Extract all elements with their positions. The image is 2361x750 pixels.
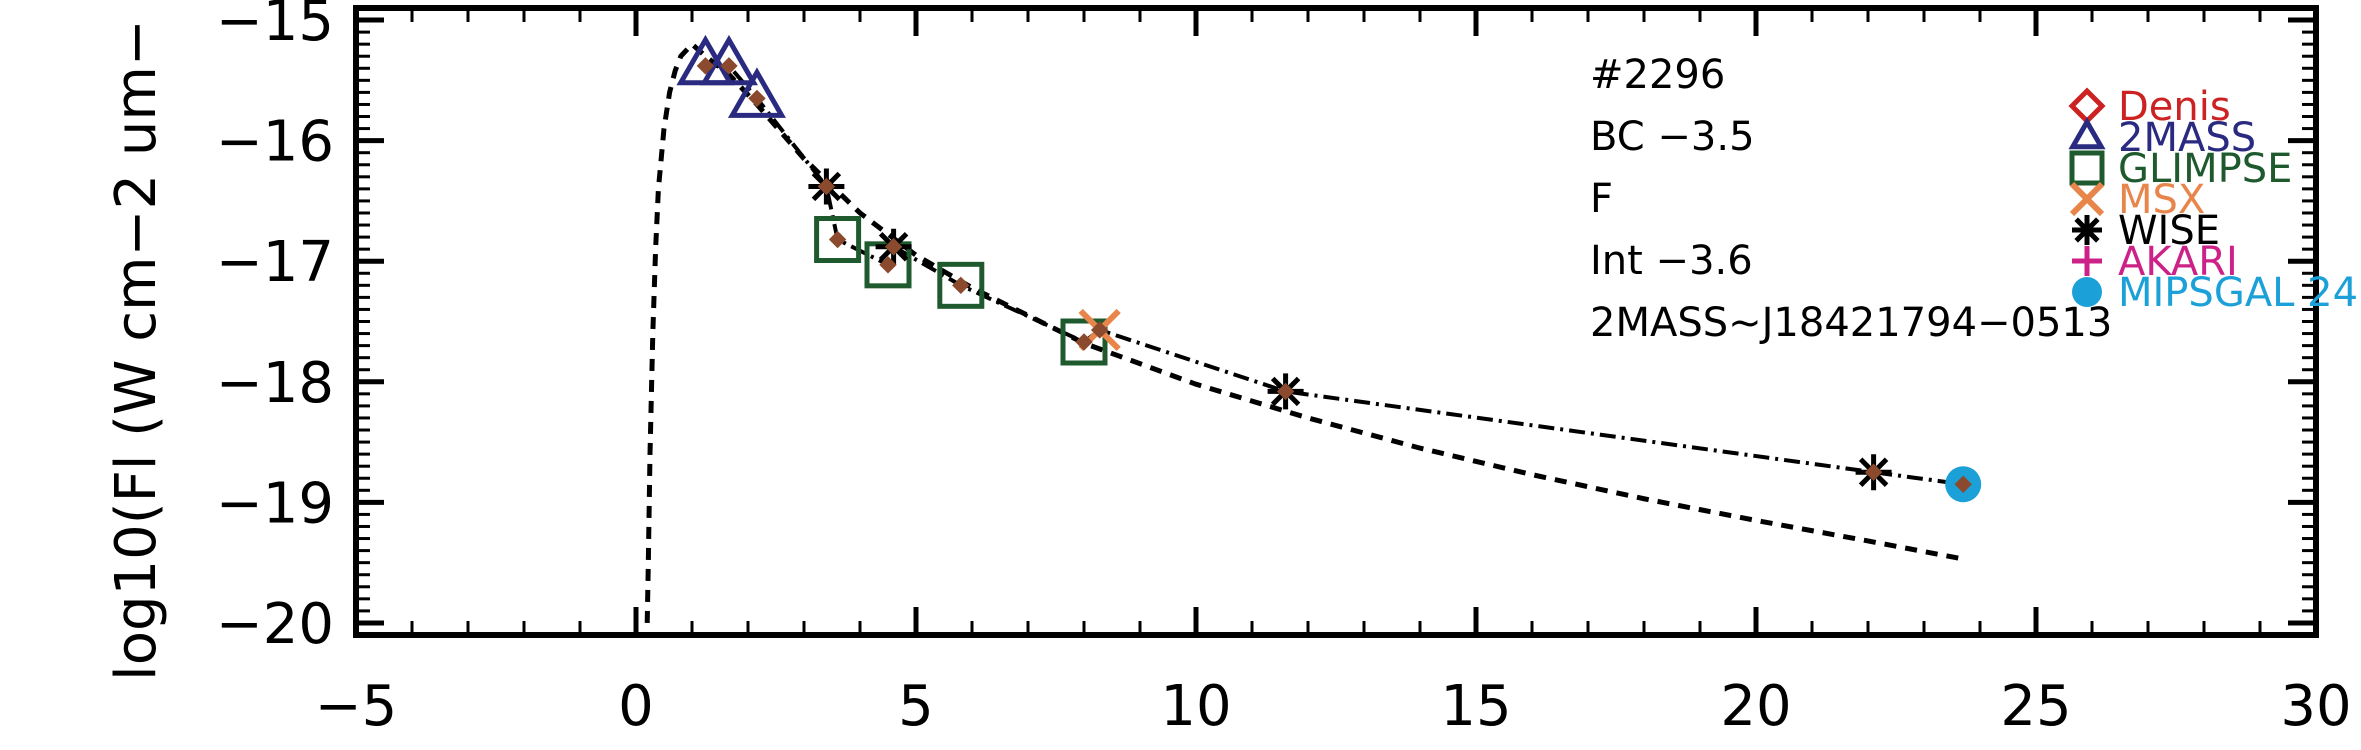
data-markers <box>676 34 1982 503</box>
x-tick-label: −5 <box>315 674 398 739</box>
flux-point <box>1864 463 1883 481</box>
flux-point <box>720 57 738 75</box>
flux-point <box>1090 321 1109 339</box>
x-tick-label: 10 <box>1160 674 1231 739</box>
sed-line <box>705 63 1964 487</box>
legend-akari-label: AKARI <box>2118 239 2238 285</box>
glimpse-marker <box>814 216 862 264</box>
x-tick-label: 5 <box>898 674 934 739</box>
y-tick-label: −18 <box>216 351 334 416</box>
flux-point <box>879 256 897 274</box>
flux-points <box>696 57 1972 493</box>
y-axis: −20 −19 −18 −17 −16 −15 <box>216 0 2316 657</box>
flux-point <box>817 177 836 196</box>
legend-glimpse-icon <box>2069 150 2105 186</box>
annotations: #2296 BC −3.5 F Int −3.6 2MASS~J18421794−051… <box>1590 52 2112 346</box>
y-tick-label: −20 <box>216 592 334 657</box>
flux-point <box>828 230 847 249</box>
annotation-line: Int −3.6 <box>1590 238 1753 284</box>
flux-point <box>1276 382 1295 401</box>
x-axis: −5 0 5 10 15 20 25 30 <box>315 8 2352 739</box>
flux-point <box>696 57 715 75</box>
legend-denis-label: Denis <box>2118 84 2231 130</box>
x-tick-label: 25 <box>2000 674 2071 739</box>
annotation-line: #2296 <box>1590 52 1725 98</box>
glimpse-marker <box>937 261 985 309</box>
annotation-line: F <box>1590 176 1613 222</box>
y-tick-label: −17 <box>216 230 334 295</box>
flux-point <box>748 89 766 108</box>
x-tick-label: 30 <box>2280 674 2351 739</box>
y-tick-label: −15 <box>216 0 334 54</box>
x-tick-label: 0 <box>618 674 654 739</box>
y-tick-label: −19 <box>216 471 334 536</box>
flux-point <box>1075 333 1093 351</box>
y-axis-label: log10(Fl (W cm−2 um− <box>104 19 169 681</box>
legend-wise-label: WISE <box>2118 208 2220 254</box>
2mass-marker <box>727 67 786 118</box>
model-curve <box>644 40 1964 623</box>
legend-msx-label: MSX <box>2118 177 2205 223</box>
2mass-marker <box>699 34 758 86</box>
legend-2mass-icon <box>2068 116 2106 150</box>
annotation-line: BC −3.5 <box>1590 114 1755 160</box>
flux-point <box>884 238 903 256</box>
y-tick-label: −16 <box>216 110 334 175</box>
legend-akari-icon <box>2072 246 2102 276</box>
legend-glimpse-label: GLIMPSE <box>2118 146 2292 192</box>
x-tick-label: 15 <box>1440 674 1511 739</box>
legend-denis-icon <box>2068 87 2106 125</box>
legend-wise-icon <box>2072 215 2102 245</box>
glimpse-marker <box>1060 318 1108 366</box>
legend-2mass-label: 2MASS <box>2118 115 2256 161</box>
legend-mipsgal-24-label: MIPSGAL 24 <box>2118 270 2358 316</box>
x-tick-label: 20 <box>1720 674 1791 739</box>
legend-msx-icon <box>2069 181 2105 217</box>
annotation-line: 2MASS~J18421794−0513 <box>1590 300 2112 346</box>
flux-point <box>1954 475 1972 493</box>
legend-mipsgal-24-icon <box>2072 277 2102 307</box>
flux-point <box>952 276 970 295</box>
